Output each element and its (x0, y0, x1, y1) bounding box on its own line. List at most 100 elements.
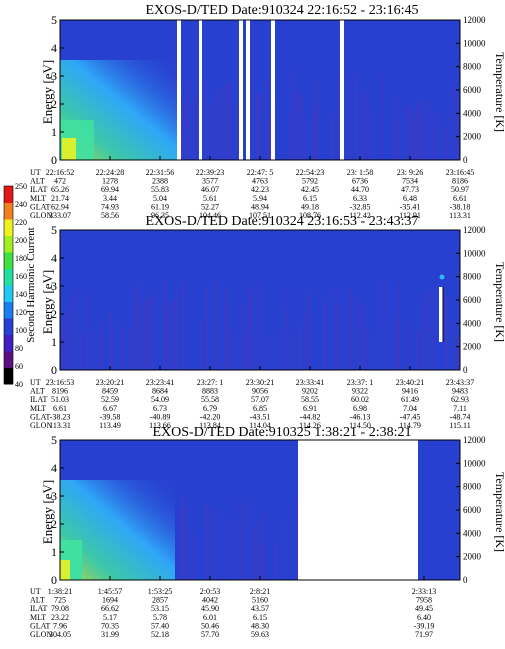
ephemeris-value: -38.18 (450, 202, 471, 211)
panel-2-stripes (59, 279, 460, 370)
ephemeris-value: -39.19 (414, 621, 435, 630)
ephemeris-value: 5160 (252, 596, 268, 605)
ephemeris-row-label: MLT (30, 404, 46, 413)
y2tick-label: 0 (463, 155, 468, 165)
ephemeris-value: 5792 (302, 177, 318, 186)
ephemeris-value: 23.22 (51, 613, 69, 622)
ephemeris-value: 96.35 (151, 211, 169, 220)
ephemeris-value: 21.74 (51, 194, 69, 203)
ephemeris-value: 6.73 (153, 404, 167, 413)
ephemeris-value: 22:54:23 (296, 168, 324, 177)
ephemeris-value: 1694 (102, 596, 118, 605)
ephemeris-value: 62.94 (51, 202, 69, 211)
ephemeris-value: 6.15 (303, 194, 317, 203)
colorbar-swatch (4, 351, 13, 368)
ephemeris-value: -44.82 (300, 412, 321, 421)
colorbar-swatch (4, 235, 13, 253)
y2tick-label: 12000 (463, 435, 486, 445)
ephemeris-value: 5.78 (153, 613, 167, 622)
panel-3-hot-core-yellow (60, 560, 70, 580)
ytick-label: 2 (51, 97, 57, 111)
ytick-label: 3 (51, 279, 57, 293)
ephemeris-value: 7.96 (53, 621, 67, 630)
panel-1-gap-1 (177, 20, 181, 160)
ephemeris-value: 6.85 (253, 404, 267, 413)
ephemeris-value: 69.94 (101, 185, 119, 194)
ytick-label: 4 (51, 41, 57, 55)
colorbar-tick-label: 220 (15, 218, 27, 227)
ephemeris-value: 61.49 (401, 395, 419, 404)
ephemeris-value: 6.01 (203, 613, 217, 622)
y2tick-label: 10000 (463, 38, 486, 48)
y2tick-label: 6000 (463, 505, 482, 515)
ytick-label: 3 (51, 489, 57, 503)
ephemeris-value: 48.94 (251, 202, 269, 211)
colorbar-tick-label: 200 (15, 236, 27, 245)
ephemeris-value: 9056 (252, 387, 268, 396)
ephemeris-value: 58.55 (301, 395, 319, 404)
ephemeris-value: 54.09 (151, 395, 169, 404)
ephemeris-value: -42.20 (200, 412, 221, 421)
ephemeris-value: 8459 (102, 387, 118, 396)
ytick-label: 4 (51, 461, 57, 475)
panel-2-plot (59, 229, 461, 371)
ytick-label: 0 (51, 153, 57, 167)
colorbar-frame (3, 185, 14, 385)
ephemeris-value: 113.84 (199, 421, 221, 430)
ephemeris-value: 472 (54, 177, 66, 186)
ephemeris-value: 42.45 (301, 185, 319, 194)
ytick-label: 0 (51, 573, 57, 587)
ephemeris-value: 114.50 (349, 421, 371, 430)
colorbar-tick-label: 120 (15, 308, 27, 317)
ephemeris-value: 45.90 (201, 604, 219, 613)
ephemeris-value: 23:16:53 (46, 378, 74, 387)
ephemeris-value: 23:43:37 (446, 378, 474, 387)
ephemeris-value: 23:33:41 (296, 378, 324, 387)
ephemeris-value: 115.11 (449, 421, 470, 430)
ephemeris-value: 22:16:52 (46, 168, 74, 177)
ephemeris-value: 1:45:57 (98, 587, 122, 596)
ephemeris-value: 23:40:21 (396, 378, 424, 387)
ephemeris-value: 1278 (102, 177, 118, 186)
ephemeris-value: 107.51 (249, 211, 271, 220)
colorbar-swatch (4, 219, 13, 236)
colorbar-tick-label: 160 (15, 272, 27, 281)
colorbar-tick-label: 60 (15, 362, 23, 371)
ephemeris-row-label: ALT (30, 177, 45, 186)
ephemeris-value: 113.66 (149, 421, 171, 430)
ephemeris-value: 1:38:21 (48, 587, 72, 596)
ephemeris-row-label: GLAT (30, 621, 51, 630)
panel-3-plot (59, 439, 461, 581)
ephemeris-value: 22:47: 5 (247, 168, 273, 177)
ephemeris-value: 4763 (252, 177, 268, 186)
ephemeris-value: 304.05 (49, 630, 71, 639)
panel-2-yticks: 0 1 2 3 4 5 (51, 223, 64, 377)
ephemeris-row-label: GLAT (30, 412, 51, 421)
colorbar-tick-label: 180 (15, 254, 27, 263)
panel-3-stripes (179, 495, 298, 580)
ephemeris-value: -40.89 (150, 412, 171, 421)
ephemeris-value: 74.93 (101, 202, 119, 211)
ephemeris-value: 23:23:41 (146, 378, 174, 387)
ephemeris-value: 333.07 (49, 211, 71, 220)
ephemeris-value: 104.46 (199, 211, 221, 220)
ephemeris-value: 9202 (302, 387, 318, 396)
ephemeris-value: 113.31 (49, 421, 71, 430)
colorbar-tick-label: 140 (15, 290, 27, 299)
y2tick-label: 8000 (463, 272, 482, 282)
ephemeris-row-label: GLON (30, 211, 52, 220)
ytick-label: 0 (51, 363, 57, 377)
panel-1-y2label: Temperature [K] (493, 52, 505, 132)
ephemeris-value: -47.45 (400, 412, 421, 421)
ephemeris-value: 7.11 (453, 404, 467, 413)
panel-2-title: EXOS-D/TED Date:910324 23:16:53 - 23:43:… (146, 214, 419, 229)
ephemeris-value: 23:16:45 (446, 168, 474, 177)
ephemeris-value: 5.61 (203, 194, 217, 203)
ephemeris-value: 5.17 (103, 613, 117, 622)
colorbar-tick-label: 240 (15, 200, 27, 209)
y2tick-label: 6000 (463, 295, 482, 305)
colorbar-swatch (4, 318, 13, 335)
ephemeris-value: 23:27: 1 (197, 378, 223, 387)
ephemeris-value: 114.04 (249, 421, 271, 430)
ephemeris-value: 113.49 (99, 421, 121, 430)
